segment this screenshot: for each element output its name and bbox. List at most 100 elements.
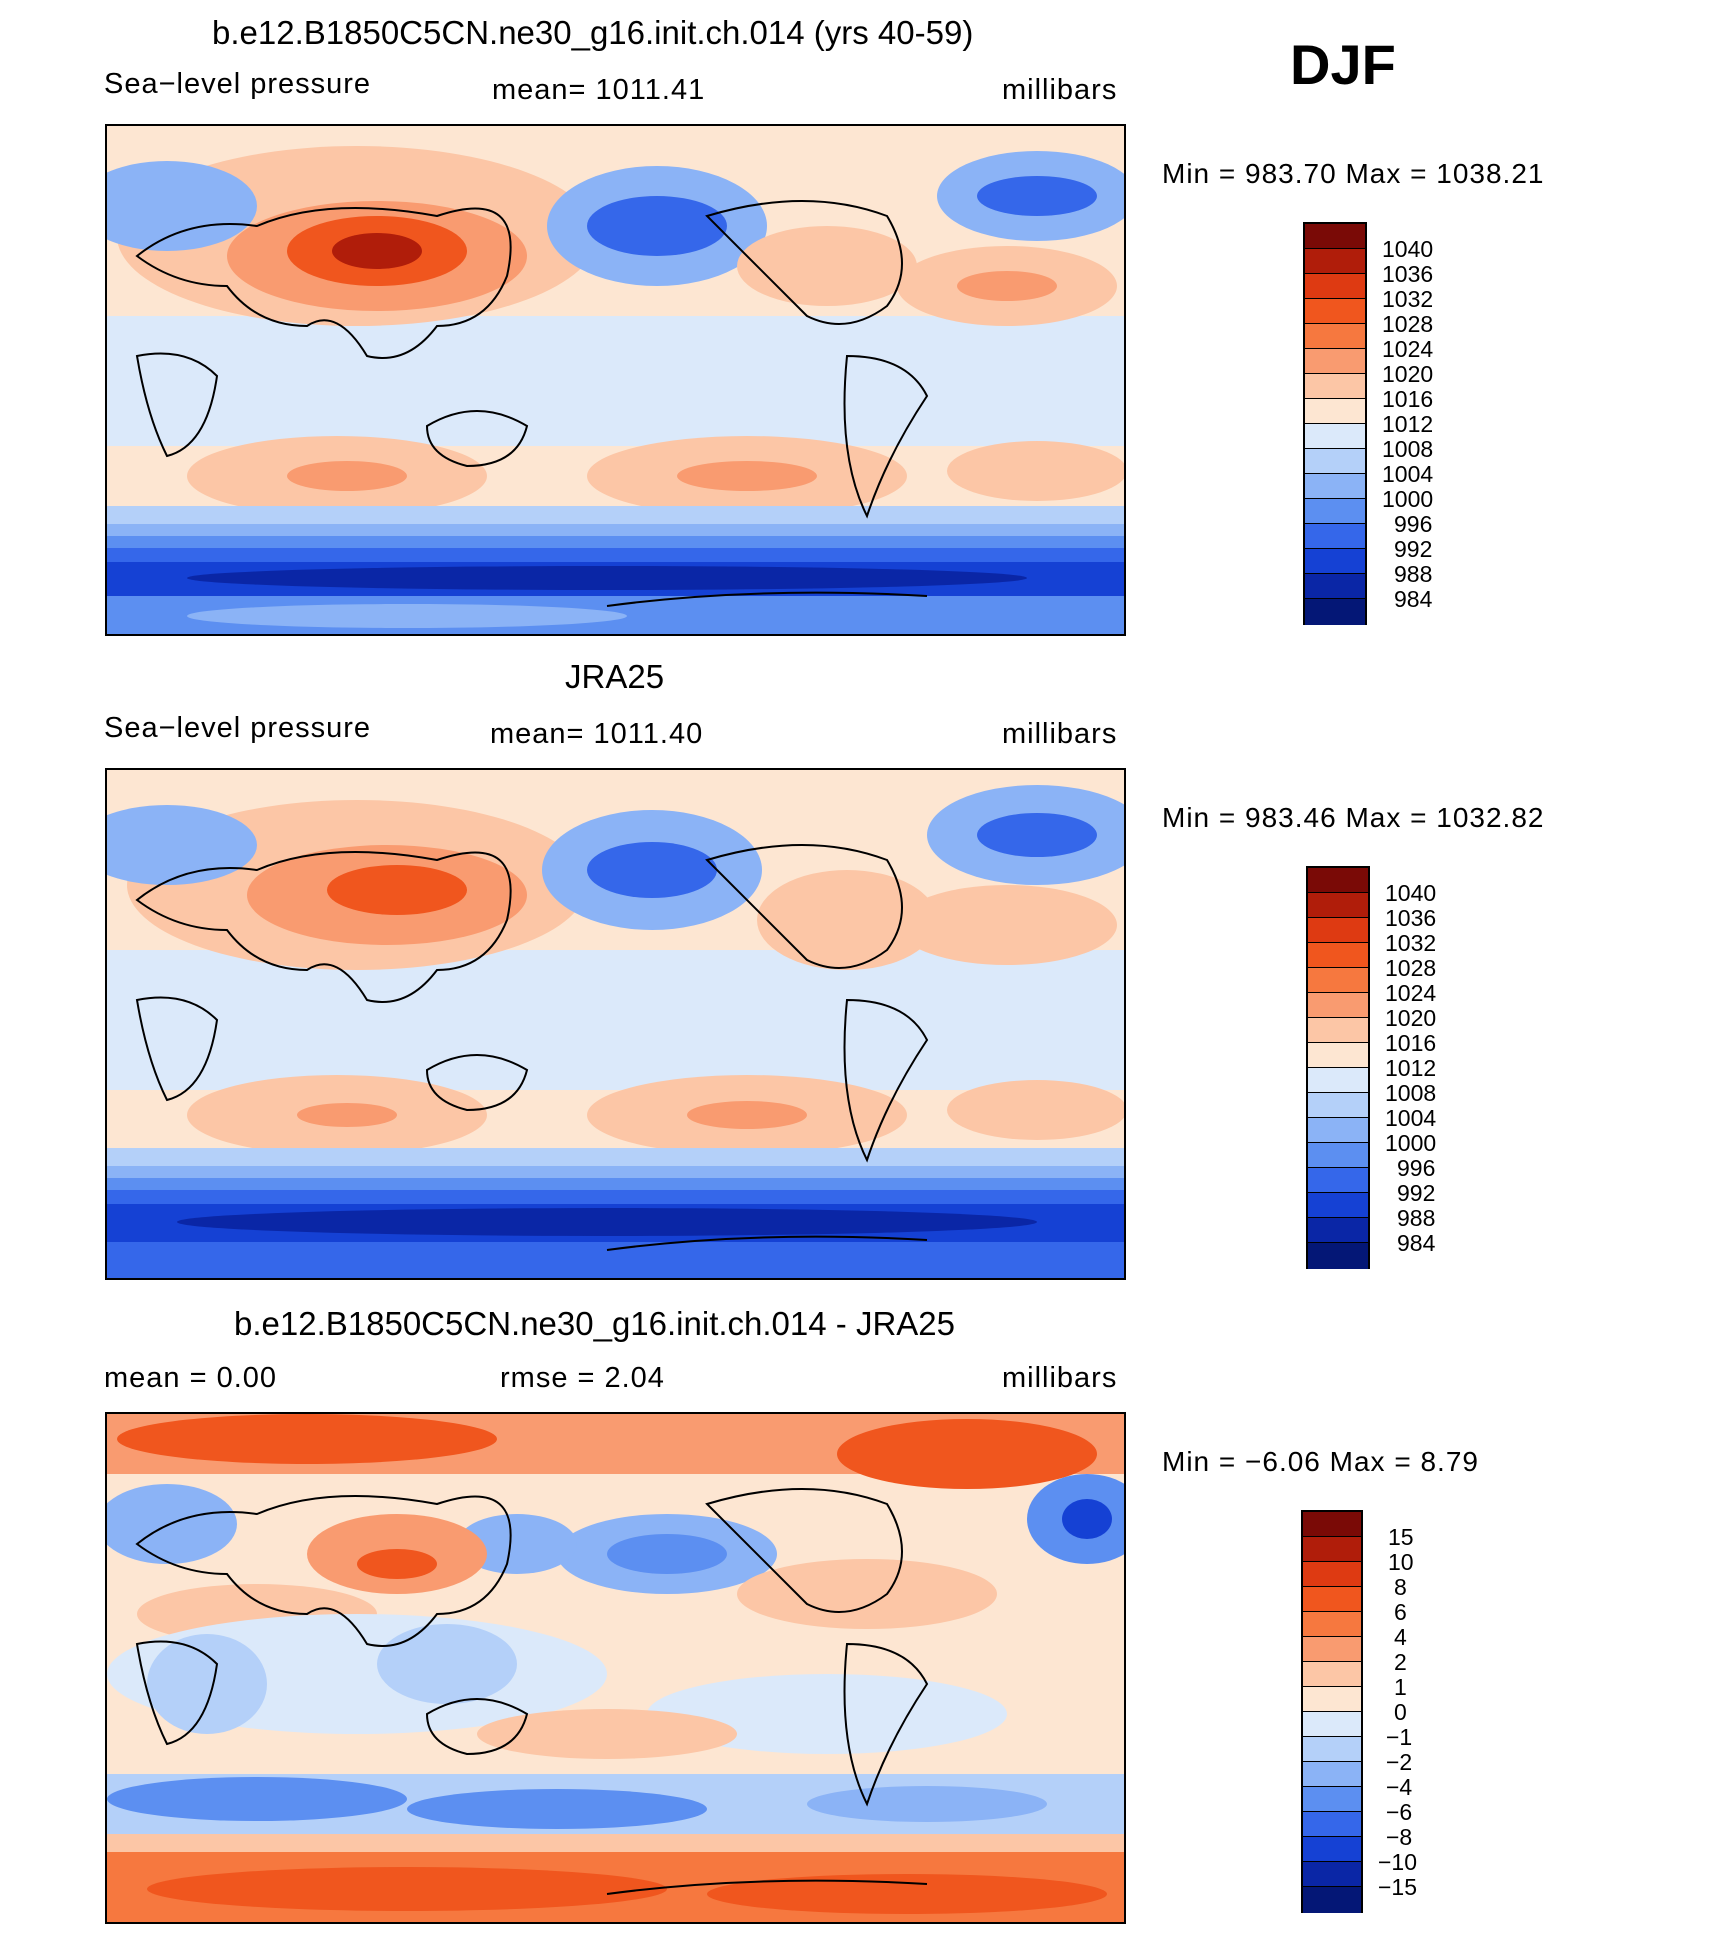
colorbar-tick: 1004	[1385, 1105, 1437, 1131]
colorbar-tick: −8	[1386, 1824, 1413, 1850]
panel-3-map	[105, 1412, 1126, 1924]
panel-1-title: b.e12.B1850C5CN.ne30_g16.init.ch.014 (yr…	[212, 14, 974, 51]
colorbar-tick: 1016	[1382, 386, 1434, 412]
colorbar-swatch	[1305, 274, 1365, 299]
colorbar-swatch	[1303, 1837, 1361, 1862]
colorbar-swatch	[1308, 918, 1368, 943]
panel-3-minmax: Min = −6.06 Max = 8.79	[1162, 1446, 1479, 1477]
colorbar-tick: 1024	[1382, 336, 1434, 362]
colorbar-swatch	[1305, 349, 1365, 374]
colorbar-swatch	[1305, 374, 1365, 399]
colorbar-swatch	[1303, 1537, 1361, 1562]
colorbar-tick: 1000	[1385, 1130, 1437, 1156]
panel-2-left-label: Sea−level pressure	[104, 712, 372, 744]
colorbar-tick: 1008	[1382, 436, 1434, 462]
colorbar-swatch	[1308, 893, 1368, 918]
colorbar-swatch	[1305, 424, 1365, 449]
colorbar-tick: 1036	[1385, 905, 1437, 931]
colorbar-swatch	[1305, 399, 1365, 424]
colorbar-swatch	[1305, 249, 1365, 274]
colorbar-swatch	[1305, 299, 1365, 324]
panel-1-mean: mean= 1011.41	[492, 74, 706, 106]
colorbar-tick: 1012	[1382, 411, 1434, 437]
panel-3-colorbar	[1301, 1510, 1363, 1913]
season-label: DJF	[1290, 33, 1396, 96]
colorbar-tick: 992	[1394, 536, 1433, 562]
colorbar-swatch	[1308, 1218, 1368, 1243]
colorbar-swatch	[1303, 1662, 1361, 1687]
panel-1-left-label: Sea−level pressure	[104, 68, 372, 100]
colorbar-swatch	[1303, 1562, 1361, 1587]
colorbar-tick: 2	[1394, 1649, 1407, 1675]
panel-1-map	[105, 124, 1126, 636]
panel-3-title: b.e12.B1850C5CN.ne30_g16.init.ch.014 - J…	[234, 1305, 955, 1342]
colorbar-swatch	[1303, 1687, 1361, 1712]
colorbar-tick: 8	[1394, 1574, 1407, 1600]
colorbar-swatch	[1308, 943, 1368, 968]
colorbar-tick: −10	[1378, 1849, 1418, 1875]
colorbar-tick: 1028	[1385, 955, 1437, 981]
colorbar-tick: 1	[1394, 1674, 1407, 1700]
colorbar-swatch	[1303, 1812, 1361, 1837]
colorbar-swatch	[1308, 1118, 1368, 1143]
colorbar-tick: 1012	[1385, 1055, 1437, 1081]
colorbar-tick: −6	[1386, 1799, 1413, 1825]
colorbar-tick: 1032	[1382, 286, 1434, 312]
colorbar-tick: 1000	[1382, 486, 1434, 512]
colorbar-tick: 1016	[1385, 1030, 1437, 1056]
panel-3-units: millibars	[1002, 1362, 1118, 1394]
panel-2-mean: mean= 1011.40	[490, 718, 704, 750]
colorbar-tick: −15	[1378, 1874, 1418, 1900]
colorbar-tick: 984	[1397, 1230, 1436, 1256]
colorbar-swatch	[1308, 1243, 1368, 1269]
colorbar-swatch	[1303, 1712, 1361, 1737]
colorbar-swatch	[1308, 993, 1368, 1018]
colorbar-tick: 10	[1388, 1549, 1414, 1575]
colorbar-swatch	[1305, 324, 1365, 349]
colorbar-tick: 988	[1397, 1205, 1436, 1231]
colorbar-tick: 15	[1388, 1524, 1414, 1550]
colorbar-swatch	[1303, 1862, 1361, 1887]
colorbar-swatch	[1308, 868, 1368, 893]
colorbar-swatch	[1305, 524, 1365, 549]
colorbar-tick: 988	[1394, 561, 1433, 587]
colorbar-swatch	[1308, 968, 1368, 993]
panel-3-mean: mean = 0.00	[104, 1362, 278, 1394]
colorbar-swatch	[1303, 1762, 1361, 1787]
colorbar-swatch	[1303, 1887, 1361, 1913]
colorbar-tick: 1032	[1385, 930, 1437, 956]
colorbar-swatch	[1303, 1787, 1361, 1812]
panel-2-map	[105, 768, 1126, 1280]
colorbar-swatch	[1303, 1637, 1361, 1662]
panel-1-colorbar	[1303, 222, 1367, 625]
colorbar-swatch	[1305, 224, 1365, 249]
panel-2-units: millibars	[1002, 718, 1118, 750]
panel-1-units: millibars	[1002, 74, 1118, 106]
colorbar-tick: 1036	[1382, 261, 1434, 287]
colorbar-swatch	[1305, 449, 1365, 474]
colorbar-swatch	[1308, 1168, 1368, 1193]
colorbar-tick: 6	[1394, 1599, 1407, 1625]
colorbar-swatch	[1303, 1587, 1361, 1612]
colorbar-swatch	[1303, 1737, 1361, 1762]
colorbar-tick: 1008	[1385, 1080, 1437, 1106]
colorbar-swatch	[1308, 1043, 1368, 1068]
colorbar-swatch	[1308, 1018, 1368, 1043]
colorbar-tick: 1028	[1382, 311, 1434, 337]
panel-3-rmse: rmse = 2.04	[500, 1362, 665, 1394]
colorbar-tick: 996	[1394, 511, 1433, 537]
colorbar-swatch	[1305, 474, 1365, 499]
colorbar-swatch	[1308, 1143, 1368, 1168]
colorbar-swatch	[1305, 549, 1365, 574]
panel-1-minmax: Min = 983.70 Max = 1038.21	[1162, 158, 1545, 189]
colorbar-swatch	[1305, 599, 1365, 625]
colorbar-tick: 1020	[1385, 1005, 1437, 1031]
colorbar-tick: 1024	[1385, 980, 1437, 1006]
colorbar-tick: 1040	[1385, 880, 1437, 906]
colorbar-tick: 0	[1394, 1699, 1407, 1725]
colorbar-swatch	[1308, 1193, 1368, 1218]
panel-2-title: JRA25	[565, 658, 665, 695]
colorbar-tick: 4	[1394, 1624, 1407, 1650]
colorbar-swatch	[1305, 574, 1365, 599]
colorbar-tick: 992	[1397, 1180, 1436, 1206]
